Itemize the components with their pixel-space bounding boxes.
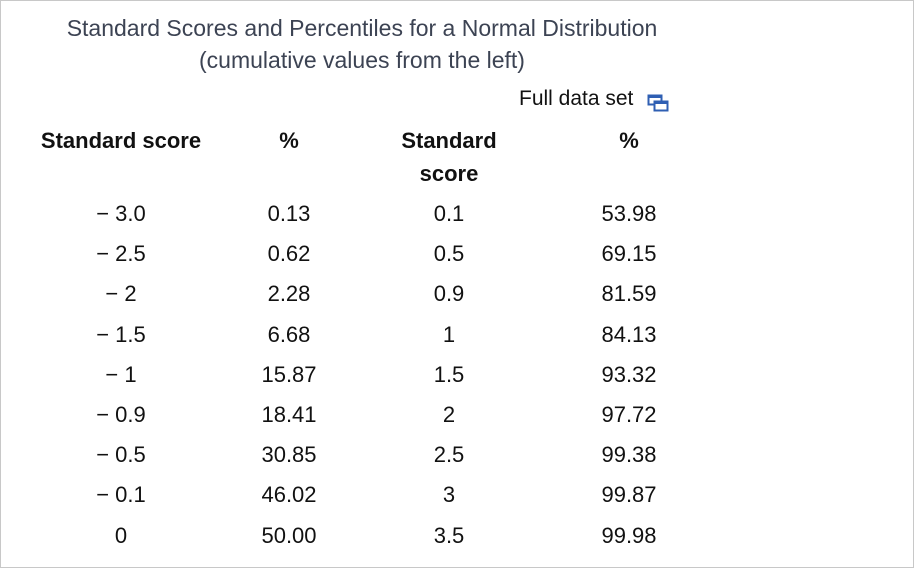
cell-standard-score-right: 1.5	[433, 362, 465, 387]
cell-standard-score-right: 0.1	[433, 201, 465, 226]
cell-percent-right: 97.72	[601, 402, 657, 427]
copy-window-icon[interactable]	[647, 92, 669, 112]
column-header-standard-score-right: Standard	[401, 128, 497, 153]
cell-percent-right: 99.98	[601, 523, 657, 548]
cell-standard-score-left: − 0.9	[96, 402, 146, 427]
full-data-set-link[interactable]: Full data set	[519, 85, 669, 113]
cell-percent-right: 69.15	[601, 241, 657, 266]
cell-percent-right: 81.59	[601, 281, 657, 306]
cell-standard-score-left: − 2.5	[96, 241, 146, 266]
cell-standard-score-right: 0.5	[433, 241, 465, 266]
cell-percent-left: 6.68	[267, 322, 311, 347]
cell-standard-score-left: 0	[114, 523, 128, 548]
cell-percent-left: 46.02	[261, 482, 317, 507]
cell-percent-left: 0.13	[267, 201, 311, 226]
table-subtitle: (cumulative values from the left)	[199, 47, 525, 73]
column-header-standard-score-left: Standard score	[40, 128, 202, 153]
column-header-percent-right: %	[619, 128, 639, 153]
cell-standard-score-right: 0.9	[433, 281, 465, 306]
cell-standard-score-left: − 0.1	[96, 482, 146, 507]
cell-percent-left: 2.28	[267, 281, 311, 306]
cell-standard-score-left: − 0.5	[96, 442, 146, 467]
cell-standard-score-left: − 1	[105, 362, 137, 387]
cell-percent-right: 99.38	[601, 442, 657, 467]
cell-percent-right: 99.87	[601, 482, 657, 507]
full-data-set-label: Full data set	[519, 87, 634, 110]
cell-standard-score-left: − 1.5	[96, 322, 146, 347]
cell-standard-score-right: 2	[442, 402, 456, 427]
cell-standard-score-right: 2.5	[433, 442, 465, 467]
cell-percent-left: 30.85	[261, 442, 317, 467]
column-header-percent-left: %	[279, 128, 299, 153]
cell-standard-score-left: − 3.0	[96, 201, 146, 226]
cell-percent-right: 93.32	[601, 362, 657, 387]
cell-standard-score-right: 1	[442, 322, 456, 347]
cell-percent-right: 53.98	[601, 201, 657, 226]
cell-percent-left: 50.00	[261, 523, 317, 548]
cell-standard-score-right: 3.5	[433, 523, 465, 548]
cell-standard-score-right: 3	[442, 482, 456, 507]
cell-percent-left: 18.41	[261, 402, 317, 427]
cell-percent-left: 15.87	[261, 362, 317, 387]
cell-standard-score-left: − 2	[105, 281, 137, 306]
cell-percent-right: 84.13	[601, 322, 657, 347]
column-header-standard-score-right-line2: score	[419, 161, 479, 186]
table-title: Standard Scores and Percentiles for a No…	[66, 15, 658, 41]
cell-percent-left: 0.62	[267, 241, 311, 266]
